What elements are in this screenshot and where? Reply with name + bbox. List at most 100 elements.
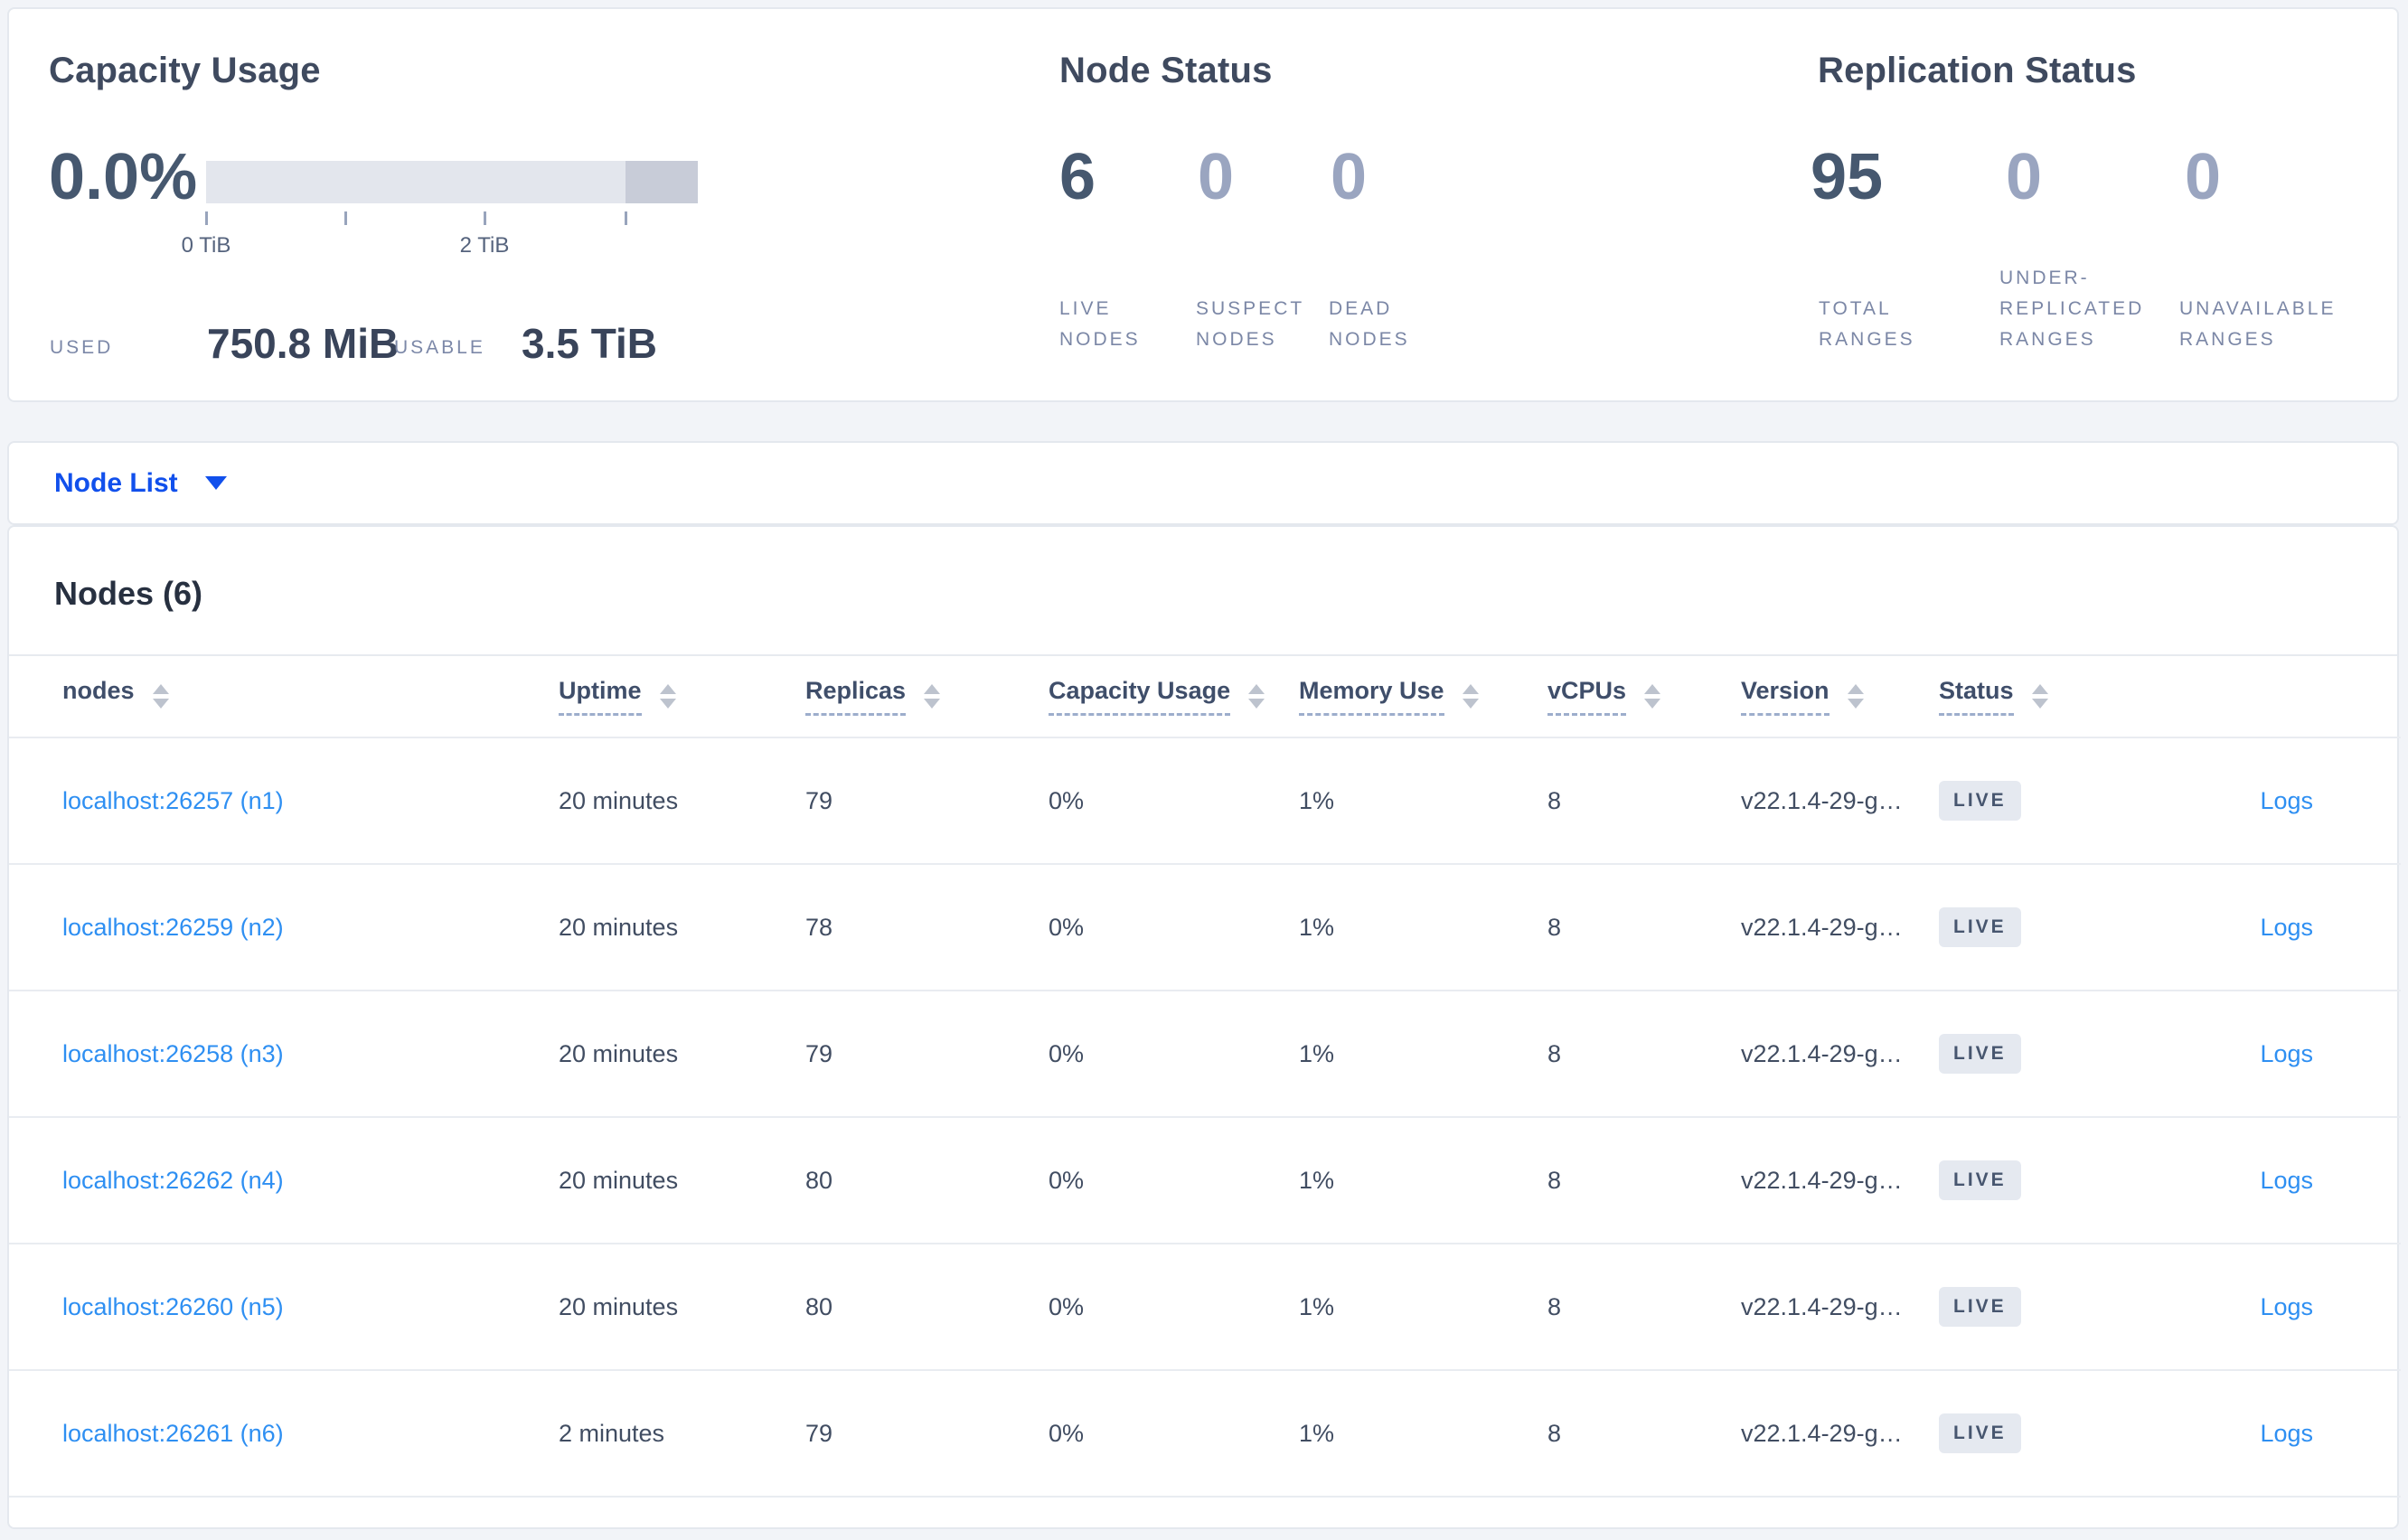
node-link[interactable]: localhost:26261 (n6) <box>62 1419 284 1447</box>
node-link[interactable]: localhost:26262 (n4) <box>62 1166 284 1194</box>
status-badge: LIVE <box>1939 907 2021 947</box>
vcpus-cell: 8 <box>1547 1117 1741 1244</box>
capacity-used-percent: 0.0% <box>49 141 198 213</box>
vcpus-cell: 8 <box>1547 1370 1741 1498</box>
node-list-dropdown[interactable]: Node List <box>54 468 227 499</box>
table-row: localhost:26262 (n4) 20 minutes 80 0% 1%… <box>9 1117 2401 1244</box>
status-badge: LIVE <box>1939 1287 2021 1327</box>
column-header-vcpus-label: vCPUs <box>1547 677 1627 716</box>
uptime-cell: 2 minutes <box>559 1370 805 1498</box>
nodes-table-title: Nodes (6) <box>54 575 203 612</box>
replicas-cell: 79 <box>805 991 1049 1118</box>
unavailable-ranges-count: 0 <box>2185 141 2222 213</box>
column-header-status-label: Status <box>1939 677 2014 716</box>
sort-icon <box>1248 684 1265 709</box>
replicas-cell: 79 <box>805 1370 1049 1498</box>
column-header-version[interactable]: Version <box>1741 656 1939 738</box>
axis-tick <box>344 211 347 225</box>
capacity-cell: 0% <box>1049 1117 1299 1244</box>
dead-nodes-label: DEAD NODES <box>1329 298 1410 350</box>
column-header-vcpus[interactable]: vCPUs <box>1547 656 1741 738</box>
unavailable-ranges-label: UNAVAILABLE RANGES <box>2179 298 2337 350</box>
logs-link[interactable]: Logs <box>2260 786 2313 814</box>
total-ranges-label: TOTAL RANGES <box>1819 298 1915 350</box>
vcpus-cell: 8 <box>1547 864 1741 991</box>
capacity-cell: 0% <box>1049 1370 1299 1498</box>
under-replicated-ranges-label: UNDER-REPLICATED RANGES <box>1999 268 2145 350</box>
column-header-status[interactable]: Status <box>1939 656 2176 738</box>
column-header-replicas[interactable]: Replicas <box>805 656 1049 738</box>
column-header-replicas-label: Replicas <box>805 677 907 716</box>
sort-icon <box>659 684 676 709</box>
memory-cell: 1% <box>1299 864 1547 991</box>
version-cell: v22.1.4-29-g… <box>1741 1244 1939 1371</box>
suspect-nodes-count: 0 <box>1198 141 1235 213</box>
vcpus-cell: 8 <box>1547 737 1741 865</box>
uptime-cell: 20 minutes <box>559 1244 805 1371</box>
version-cell: v22.1.4-29-g… <box>1741 1117 1939 1244</box>
column-header-memory-use[interactable]: Memory Use <box>1299 656 1547 738</box>
node-link[interactable]: localhost:26257 (n1) <box>62 786 284 814</box>
logs-link[interactable]: Logs <box>2260 1166 2313 1194</box>
vcpus-cell: 8 <box>1547 991 1741 1118</box>
capacity-usage-title: Capacity Usage <box>49 51 321 90</box>
memory-cell: 1% <box>1299 737 1547 865</box>
live-nodes-label: LIVE NODES <box>1059 298 1141 350</box>
view-selector-card: Node List <box>7 441 2399 525</box>
replicas-cell: 80 <box>805 1117 1049 1244</box>
dead-nodes-count: 0 <box>1331 141 1368 213</box>
version-cell: v22.1.4-29-g… <box>1741 737 1939 865</box>
status-badge: LIVE <box>1939 1413 2021 1453</box>
table-row: localhost:26260 (n5) 20 minutes 80 0% 1%… <box>9 1244 2401 1371</box>
suspect-nodes-label: SUSPECT NODES <box>1196 298 1304 350</box>
node-list-dropdown-label: Node List <box>54 467 178 498</box>
logs-link[interactable]: Logs <box>2260 1419 2313 1447</box>
usable-value: 3.5 TiB <box>522 320 657 367</box>
live-nodes-count: 6 <box>1059 141 1096 213</box>
version-cell: v22.1.4-29-g… <box>1741 864 1939 991</box>
replicas-cell: 79 <box>805 737 1049 865</box>
node-link[interactable]: localhost:26258 (n3) <box>62 1039 284 1067</box>
status-badge: LIVE <box>1939 1160 2021 1200</box>
table-row: localhost:26258 (n3) 20 minutes 79 0% 1%… <box>9 991 2401 1118</box>
capacity-usage-bar <box>206 161 698 203</box>
total-ranges-count: 95 <box>1811 141 1884 213</box>
capacity-cell: 0% <box>1049 991 1299 1118</box>
uptime-cell: 20 minutes <box>559 864 805 991</box>
column-header-uptime-label: Uptime <box>559 677 642 716</box>
capacity-cell: 0% <box>1049 737 1299 865</box>
memory-cell: 1% <box>1299 991 1547 1118</box>
usable-label: USABLE <box>394 337 485 358</box>
axis-tick <box>484 211 486 225</box>
capacity-bar-dark-segment <box>626 161 698 203</box>
column-header-uptime[interactable]: Uptime <box>559 656 805 738</box>
column-header-nodes-label: nodes <box>62 677 135 704</box>
logs-link[interactable]: Logs <box>2260 913 2313 941</box>
used-label: USED <box>50 337 114 358</box>
version-cell: v22.1.4-29-g… <box>1741 1370 1939 1498</box>
axis-tick <box>205 211 208 225</box>
table-row: localhost:26259 (n2) 20 minutes 78 0% 1%… <box>9 864 2401 991</box>
under-replicated-ranges-count: 0 <box>2006 141 2043 213</box>
column-header-version-label: Version <box>1741 677 1830 716</box>
uptime-cell: 20 minutes <box>559 737 805 865</box>
sort-icon <box>1847 684 1864 709</box>
column-header-memory-use-label: Memory Use <box>1299 677 1444 716</box>
replicas-cell: 80 <box>805 1244 1049 1371</box>
column-header-nodes[interactable]: nodes <box>9 656 559 738</box>
capacity-cell: 0% <box>1049 1244 1299 1371</box>
uptime-cell: 20 minutes <box>559 991 805 1118</box>
capacity-cell: 0% <box>1049 864 1299 991</box>
sort-icon <box>2031 684 2048 709</box>
cluster-summary-card: Capacity Usage 0.0% 0 TiB 2 TiB USED 750… <box>7 7 2399 402</box>
axis-tick-label-0: 0 TiB <box>181 233 231 258</box>
table-header-row: nodes Uptime Replicas Capacity Usage <box>9 656 2401 738</box>
node-link[interactable]: localhost:26260 (n5) <box>62 1292 284 1320</box>
column-header-capacity-usage-label: Capacity Usage <box>1049 677 1231 716</box>
node-status-title: Node Status <box>1059 51 1273 90</box>
logs-link[interactable]: Logs <box>2260 1292 2313 1320</box>
logs-link[interactable]: Logs <box>2260 1039 2313 1067</box>
node-link[interactable]: localhost:26259 (n2) <box>62 913 284 941</box>
replicas-cell: 78 <box>805 864 1049 991</box>
column-header-capacity-usage[interactable]: Capacity Usage <box>1049 656 1299 738</box>
